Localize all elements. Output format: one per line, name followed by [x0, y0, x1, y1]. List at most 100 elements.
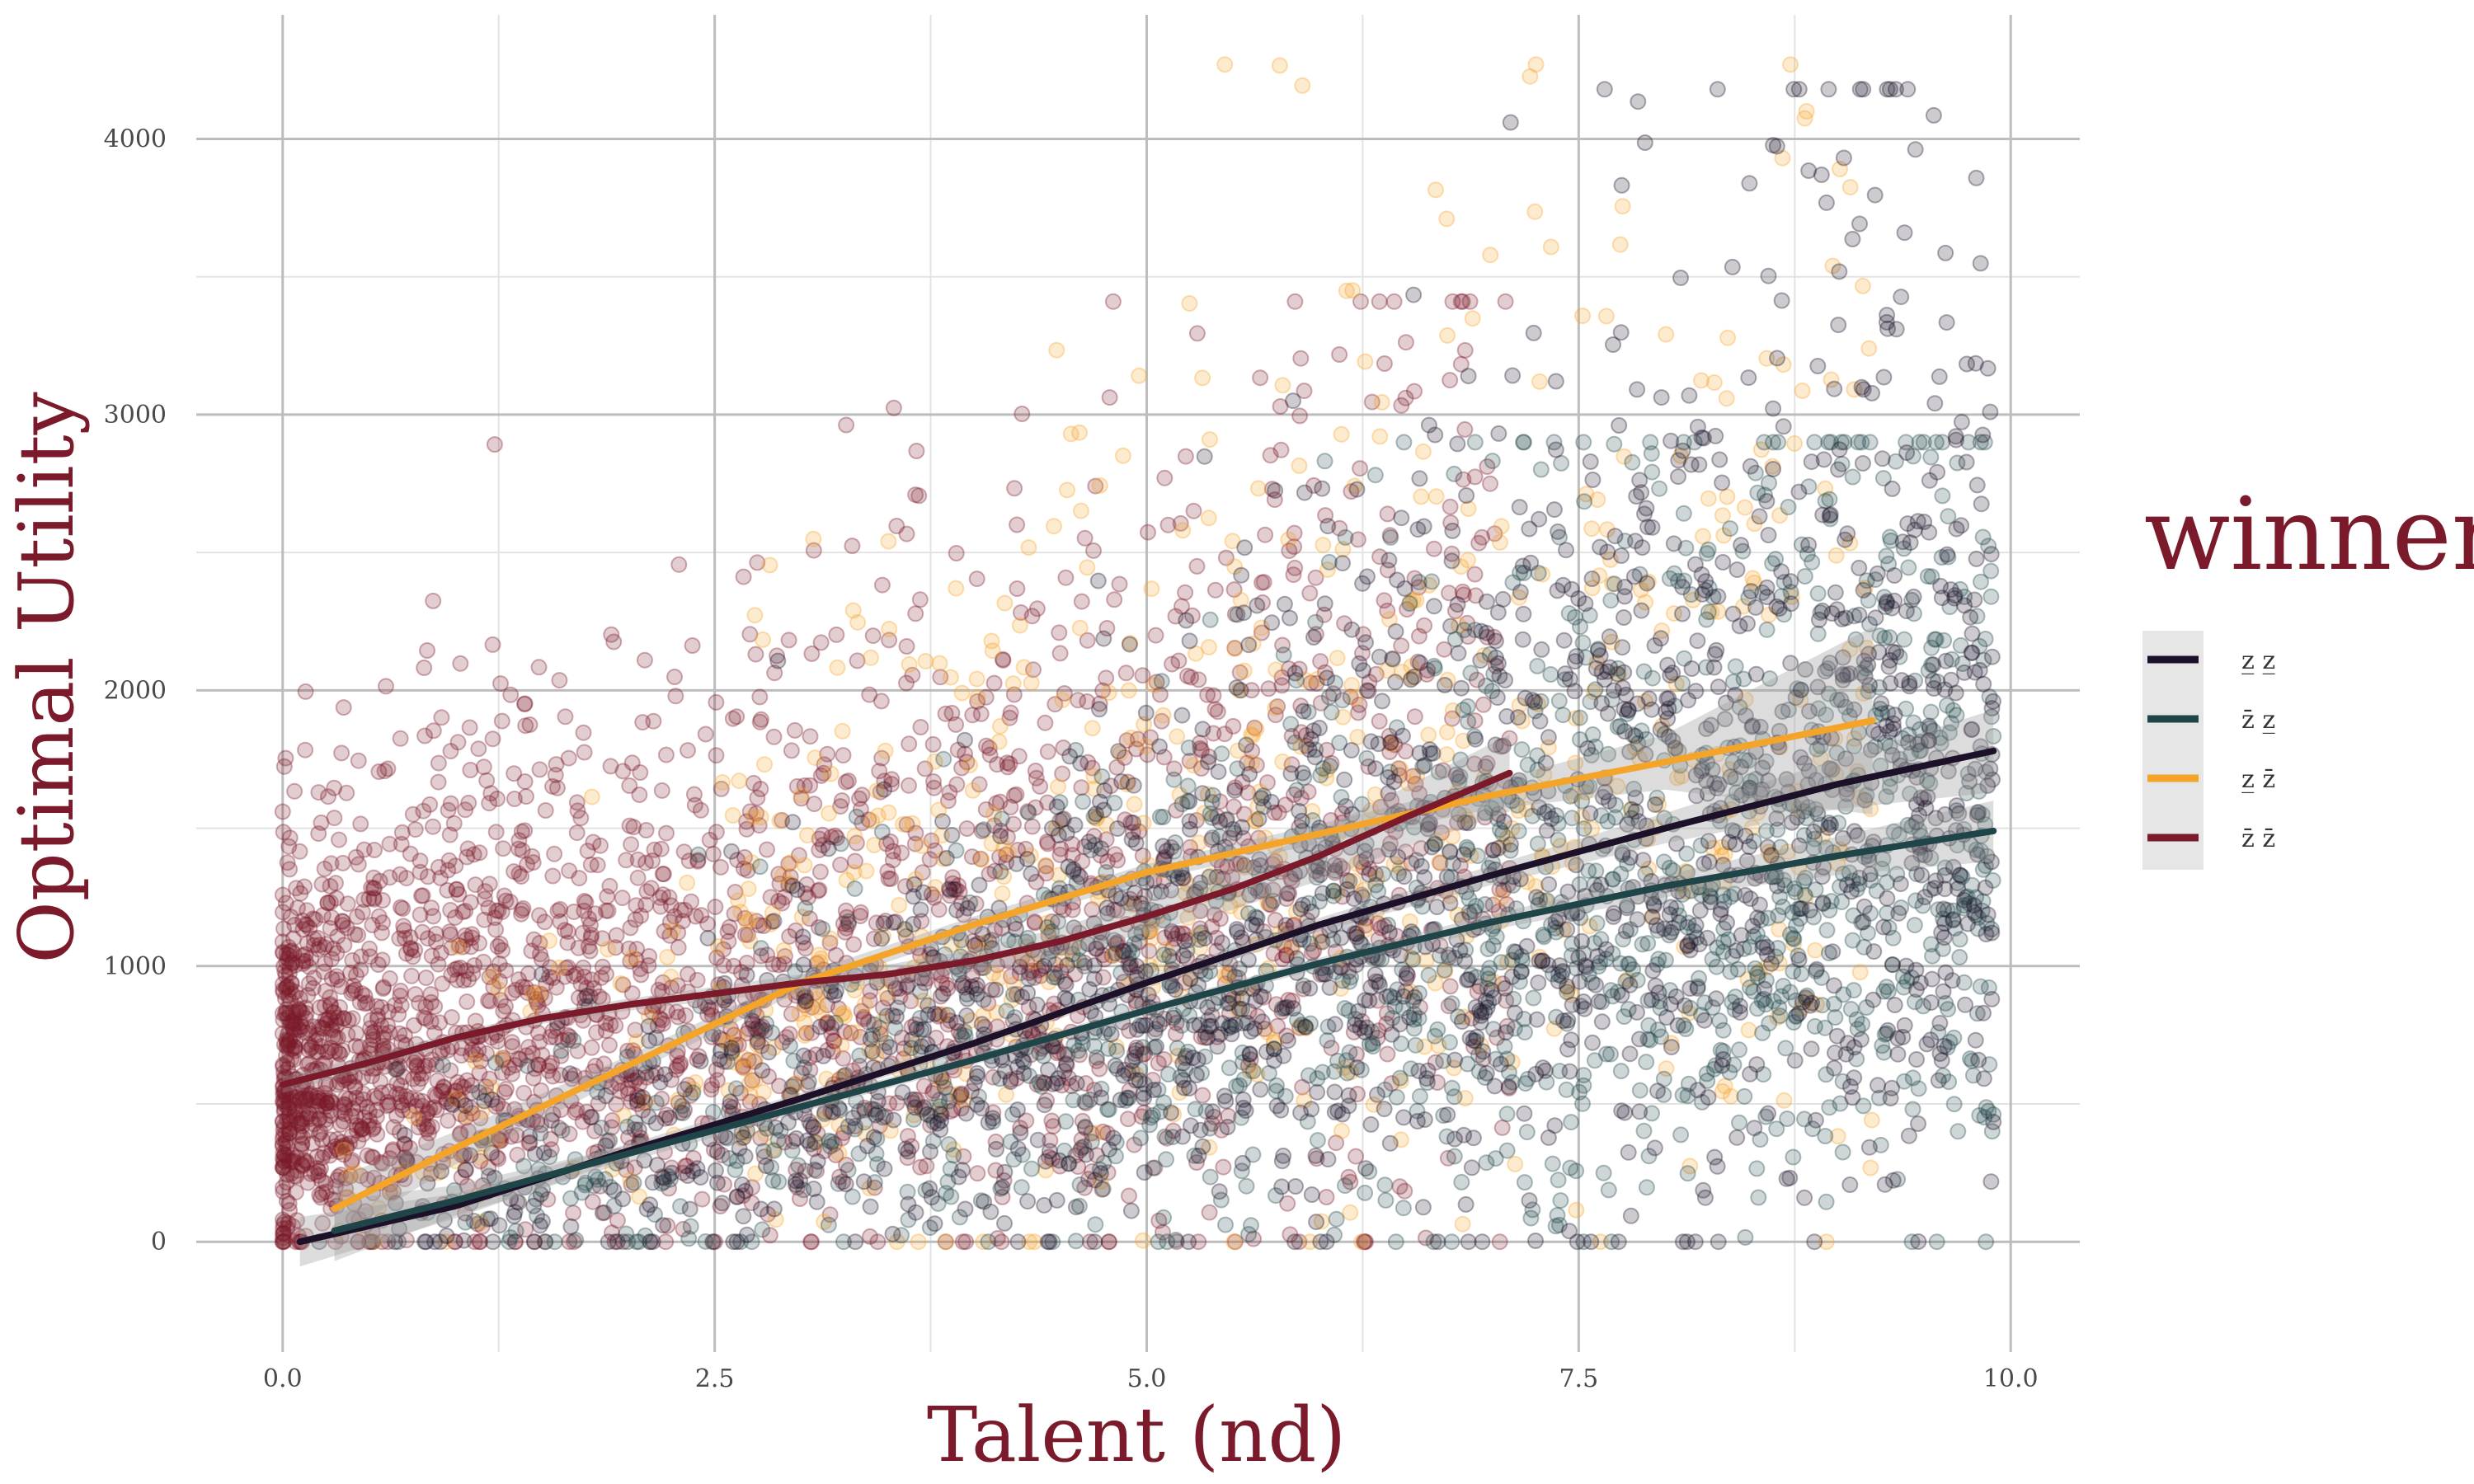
data-point	[516, 773, 534, 790]
data-point	[803, 1233, 820, 1251]
data-point	[906, 1091, 924, 1108]
data-point	[1862, 1159, 1879, 1176]
data-point	[1522, 68, 1539, 85]
data-point	[735, 568, 752, 585]
data-point	[1383, 791, 1400, 809]
data-point	[1352, 460, 1369, 477]
data-point	[1612, 1063, 1630, 1080]
data-point	[942, 669, 959, 686]
data-point	[623, 949, 641, 966]
data-point	[1312, 965, 1329, 983]
data-point	[776, 956, 793, 973]
data-point	[601, 877, 618, 895]
data-point	[1377, 1191, 1395, 1209]
data-point	[327, 875, 344, 892]
data-point	[329, 928, 346, 945]
data-point	[1748, 965, 1766, 982]
data-point	[379, 760, 397, 777]
data-point	[1510, 823, 1527, 840]
data-point	[1658, 326, 1675, 343]
data-point	[374, 892, 391, 909]
data-point	[1098, 1125, 1116, 1142]
data-point	[1106, 591, 1123, 608]
data-point	[1079, 559, 1096, 576]
data-point	[1467, 730, 1484, 748]
data-point	[328, 1076, 346, 1093]
data-point	[1597, 308, 1615, 325]
data-point	[1008, 786, 1025, 803]
data-point	[1008, 921, 1024, 937]
data-point	[392, 730, 409, 747]
data-point	[651, 1010, 669, 1027]
data-point	[391, 930, 408, 947]
data-point	[1672, 1126, 1690, 1144]
data-point	[1075, 793, 1092, 810]
data-point	[364, 917, 381, 933]
data-point	[1710, 679, 1727, 696]
data-point	[1782, 56, 1799, 73]
data-point	[462, 894, 479, 911]
data-point	[1070, 692, 1087, 709]
data-point	[915, 1078, 933, 1095]
data-point	[514, 842, 531, 859]
data-point	[1529, 835, 1546, 852]
data-point	[1460, 500, 1477, 517]
data-point	[1226, 782, 1244, 799]
data-point	[1282, 1226, 1299, 1243]
data-point	[504, 1038, 521, 1055]
data-point	[560, 1031, 576, 1049]
data-point	[275, 1126, 292, 1144]
data-point	[692, 801, 709, 819]
data-point	[313, 814, 330, 831]
data-point	[368, 998, 385, 1015]
data-point	[439, 881, 456, 899]
data-point	[1314, 1064, 1331, 1081]
data-point	[1731, 1114, 1747, 1131]
data-point	[901, 777, 917, 794]
data-point	[1454, 293, 1471, 310]
data-point	[369, 1089, 386, 1106]
data-point	[1286, 786, 1302, 803]
data-point	[1441, 949, 1457, 966]
data-point	[1376, 355, 1393, 372]
data-point	[1486, 525, 1503, 542]
data-point	[938, 1233, 955, 1251]
data-point	[1280, 531, 1297, 548]
data-point	[1651, 480, 1668, 497]
data-point	[725, 957, 742, 974]
data-point	[285, 1051, 302, 1068]
data-point	[1638, 1054, 1655, 1071]
data-point	[1083, 1125, 1100, 1142]
data-point	[1109, 902, 1126, 919]
data-point	[475, 758, 492, 776]
data-point	[1790, 951, 1808, 968]
data-point	[1453, 1173, 1470, 1190]
data-point	[1777, 1040, 1794, 1057]
data-point	[519, 984, 536, 1002]
data-point	[430, 773, 447, 791]
data-point	[374, 951, 391, 969]
data-point	[1765, 400, 1782, 417]
data-point	[983, 632, 1000, 650]
data-point	[1373, 393, 1390, 411]
data-point	[1397, 983, 1414, 1000]
data-point	[879, 863, 896, 880]
data-point	[1413, 840, 1430, 857]
data-point	[932, 1105, 949, 1122]
data-point	[1259, 774, 1276, 791]
data-point	[427, 925, 444, 942]
data-point	[421, 1100, 439, 1117]
data-point	[417, 970, 435, 986]
data-point	[277, 1087, 294, 1104]
data-point	[760, 1205, 777, 1223]
data-point	[1951, 931, 1968, 948]
data-point	[1098, 831, 1115, 848]
data-point	[1940, 1001, 1957, 1018]
data-point	[530, 659, 548, 676]
data-point	[682, 1218, 699, 1235]
data-point	[1793, 965, 1810, 983]
data-point	[762, 889, 779, 906]
data-point	[1334, 692, 1351, 709]
data-point	[812, 767, 830, 784]
data-point	[799, 827, 816, 844]
